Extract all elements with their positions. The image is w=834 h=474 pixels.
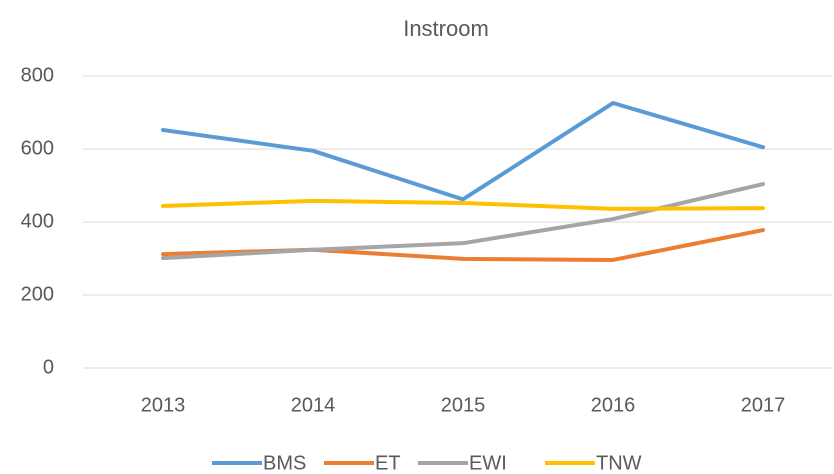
series-line <box>161 198 765 211</box>
y-tick-label: 0 <box>43 356 54 378</box>
y-tick-label: 400 <box>21 210 54 232</box>
legend-label: EWI <box>469 452 507 474</box>
x-tick-label: 2017 <box>741 394 786 416</box>
legend-label: BMS <box>263 452 306 474</box>
legend-label: ET <box>375 452 401 474</box>
y-tick-label: 200 <box>21 283 54 305</box>
x-tick-label: 2014 <box>291 394 336 416</box>
x-tick-label: 2016 <box>591 394 636 416</box>
x-tick-label: 2013 <box>141 394 186 416</box>
chart-title: Instroom <box>403 16 489 41</box>
y-tick-label: 600 <box>21 137 54 159</box>
y-tick-label: 800 <box>21 64 54 86</box>
series-line <box>161 101 765 202</box>
x-tick-label: 2015 <box>441 394 486 416</box>
legend-label: TNW <box>596 452 642 474</box>
